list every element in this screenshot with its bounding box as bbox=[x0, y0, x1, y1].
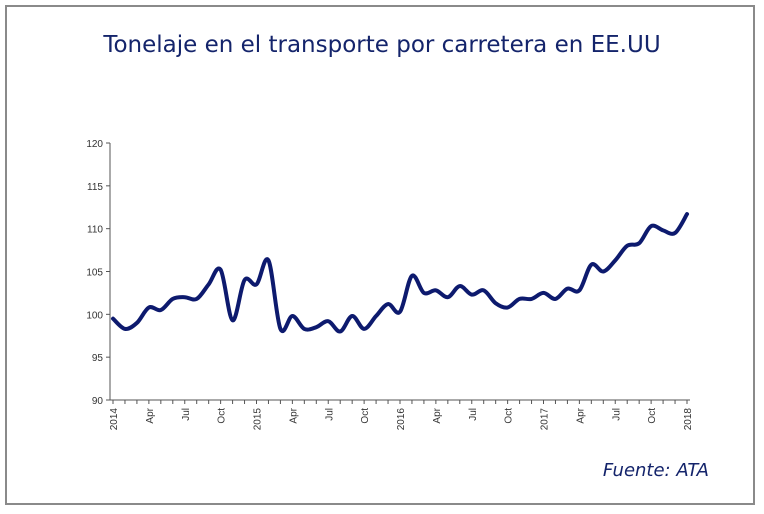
x-tick-label: Oct bbox=[360, 408, 371, 424]
y-tick-label: 100 bbox=[86, 310, 103, 321]
x-tick-label: Apr bbox=[575, 407, 586, 423]
chart-frame bbox=[5, 5, 755, 505]
series-line bbox=[111, 212, 689, 334]
x-tick-label: Oct bbox=[647, 408, 658, 424]
source-label: Fuente: ATA bbox=[602, 460, 709, 481]
x-tick-label: Jul bbox=[611, 408, 622, 421]
x-tick-label: Jul bbox=[468, 408, 479, 421]
x-tick-label: 2016 bbox=[396, 408, 407, 431]
y-tick-label: 95 bbox=[92, 353, 104, 364]
x-tick-label: Jul bbox=[324, 408, 335, 421]
x-tick-label: 2014 bbox=[109, 408, 120, 431]
y-tick-label: 115 bbox=[87, 182, 103, 193]
chart-title: Tonelaje en el transporte por carretera … bbox=[103, 32, 661, 58]
x-tick-label: Oct bbox=[504, 408, 515, 424]
x-tick-label: 2018 bbox=[683, 408, 694, 431]
x-tick-label: Apr bbox=[145, 407, 156, 423]
y-tick-label: 110 bbox=[87, 225, 103, 236]
x-tick-label: Apr bbox=[432, 407, 443, 423]
y-tick-label: 120 bbox=[86, 139, 103, 150]
y-tick-label: 105 bbox=[86, 268, 103, 279]
x-tick-label: Jul bbox=[181, 408, 192, 421]
x-tick-label: Apr bbox=[288, 407, 299, 423]
y-tick-label: 90 bbox=[92, 396, 104, 407]
x-tick-label: Oct bbox=[217, 408, 228, 424]
x-tick-label: 2017 bbox=[540, 408, 551, 431]
x-tick-label: 2015 bbox=[253, 408, 264, 431]
